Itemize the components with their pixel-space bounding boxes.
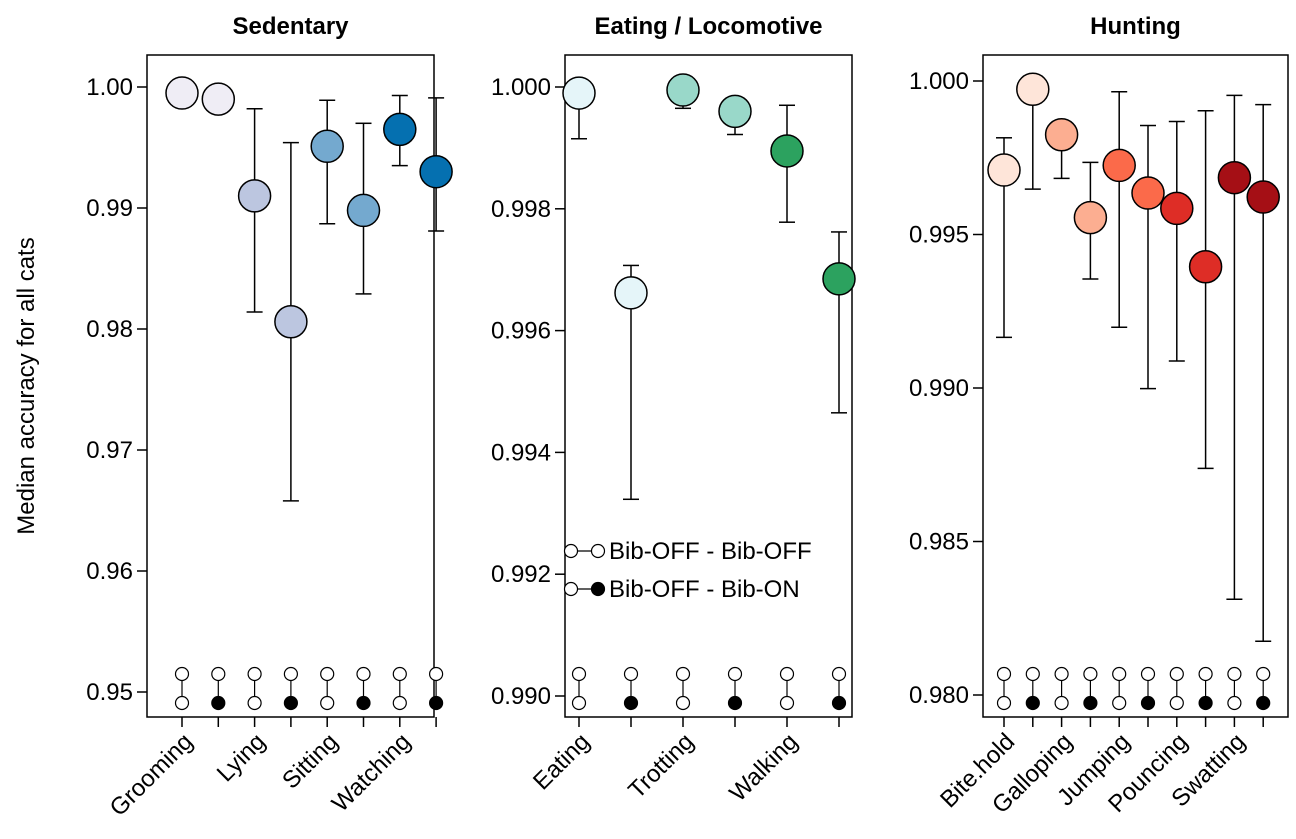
- comparison-marker: [356, 666, 371, 711]
- error-bar-jumping: [1140, 124, 1156, 390]
- point-swatting-bib-off: [1217, 160, 1252, 195]
- comparison-marker: [174, 666, 190, 711]
- legend-item-bib-off-bib-off: Bib-OFF - Bib-OFF: [563, 538, 812, 565]
- comparison-marker: [996, 666, 1012, 711]
- comparison-marker: [211, 666, 226, 711]
- legend-marker-filled: [590, 581, 606, 597]
- legend-marker-open: [563, 581, 579, 597]
- y-tick-label: 0.994: [491, 439, 551, 466]
- point-trotting-bib-on: [718, 94, 752, 129]
- x-tick-label-watching: Watching: [327, 728, 416, 817]
- comparison-marker: [1198, 666, 1213, 711]
- y-tick-label: 0.990: [491, 683, 551, 710]
- error-bar-pouncing: [1168, 120, 1185, 362]
- comparison-marker: [247, 666, 262, 711]
- legend-label: Bib-OFF - Bib-OFF: [609, 538, 812, 565]
- error-bar-jumping: [1111, 90, 1128, 328]
- y-tick-label: 0.95: [86, 679, 133, 706]
- point-eating-bib-on: [614, 276, 648, 310]
- point-trotting-bib-off: [666, 73, 700, 107]
- comparison-marker: [283, 666, 298, 711]
- plot-frame: [982, 54, 1289, 718]
- y-tick-label: 0.996: [491, 318, 551, 345]
- point-watching-bib-on: [419, 154, 453, 189]
- x-tick-label-sitting: Sitting: [277, 728, 343, 794]
- comparison-marker: [1256, 666, 1271, 711]
- y-tick-label: 1.000: [909, 68, 969, 95]
- comparison-marker: [1025, 666, 1040, 711]
- comparison-marker: [429, 666, 444, 711]
- point-lying-bib-off: [237, 179, 272, 213]
- x-tick-label-grooming: Grooming: [105, 728, 199, 822]
- point-lying-bib-on: [274, 304, 308, 339]
- point-grooming-bib-on: [201, 82, 236, 116]
- error-bar-walking: [831, 231, 847, 414]
- y-tick-label: 0.990: [909, 375, 969, 402]
- point-walking-bib-on: [822, 262, 856, 296]
- point-walking-bib-off: [770, 134, 804, 168]
- y-tick-label: 0.96: [86, 558, 133, 585]
- point-jumping-bib-on: [1131, 176, 1165, 210]
- comparison-marker: [1112, 666, 1127, 711]
- comparison-marker: [727, 666, 743, 711]
- point-pouncing-bib-off: [1160, 191, 1194, 226]
- panel-eating-locomotive: Eating / Locomotive 0.990 0.992 0.994 0.996 0…: [491, 13, 856, 807]
- plot-frame: [564, 54, 853, 718]
- y-axis-label: Median accuracy for all cats: [13, 237, 40, 534]
- y-tick-label: 1.000: [491, 74, 551, 101]
- comparison-marker: [1169, 666, 1184, 711]
- x-tick-label-walking: Walking: [724, 728, 803, 807]
- legend: Bib-OFF - Bib-OFF Bib-OFF - Bib-ON: [563, 538, 812, 603]
- comparison-marker: [320, 666, 335, 711]
- point-watching-bib-off: [383, 112, 417, 147]
- comparison-marker: [831, 666, 847, 711]
- y-tick-label: 0.99: [86, 195, 133, 222]
- y-tick-label: 1.00: [86, 74, 133, 101]
- comparison-marker: [1083, 666, 1098, 711]
- comparison-marker: [571, 666, 587, 711]
- comparison-marker: [675, 666, 691, 711]
- x-tick-label-trotting: Trotting: [623, 728, 699, 804]
- panel-sedentary: Sedentary 0.95 0.96 0.97 0.98 0.99 1.00 Groomin…: [86, 13, 453, 822]
- point-sitting-bib-off: [310, 129, 344, 164]
- legend-label: Bib-OFF - Bib-ON: [609, 576, 800, 603]
- y-tick-label: 0.995: [909, 222, 969, 249]
- x-tick-label-lying: Lying: [212, 728, 271, 787]
- point-jumping-bib-off: [1102, 148, 1136, 183]
- comparison-marker: [392, 666, 407, 711]
- y-tick-label: 0.992: [491, 561, 551, 588]
- point-galloping-bib-on: [1073, 200, 1108, 235]
- point-bite-hold-bib-off: [987, 153, 1021, 187]
- comparison-marker: [1054, 666, 1069, 711]
- point-grooming-bib-off: [165, 76, 199, 110]
- comparison-marker: [779, 666, 795, 711]
- x-tick-label-eating: Eating: [528, 728, 595, 795]
- comparison-marker: [1227, 666, 1242, 711]
- point-pouncing-bib-on: [1188, 249, 1223, 284]
- panel-hunting: Hunting0.9800.9850.9900.9951.000Bite.hol…: [909, 13, 1289, 819]
- y-tick-label: 0.97: [86, 437, 133, 464]
- legend-marker-open: [563, 543, 579, 559]
- panels: Sedentary 0.95 0.96 0.97 0.98 0.99 1.00 Groomin…: [86, 13, 1289, 822]
- panel-title: Sedentary: [232, 13, 349, 40]
- point-sitting-bib-on: [346, 193, 381, 228]
- point-bite-hold-bib-on: [1016, 72, 1050, 107]
- y-tick-label: 0.998: [491, 196, 551, 223]
- y-tick-label: 0.985: [909, 529, 969, 556]
- y-tick-label: 0.980: [909, 682, 969, 709]
- point-eating-bib-off: [562, 76, 596, 110]
- panel-title: Hunting: [1090, 13, 1181, 40]
- panel-title: Eating / Locomotive: [594, 13, 822, 40]
- point-galloping-bib-off: [1044, 117, 1079, 152]
- legend-item-bib-off-bib-on: Bib-OFF - Bib-ON: [563, 576, 800, 603]
- comparison-marker: [1140, 666, 1156, 711]
- point-swatting-bib-on: [1246, 180, 1280, 214]
- legend-marker-open: [590, 543, 606, 559]
- comparison-marker: [623, 666, 639, 711]
- error-bar-pouncing: [1197, 110, 1214, 470]
- y-tick-label: 0.98: [86, 316, 133, 343]
